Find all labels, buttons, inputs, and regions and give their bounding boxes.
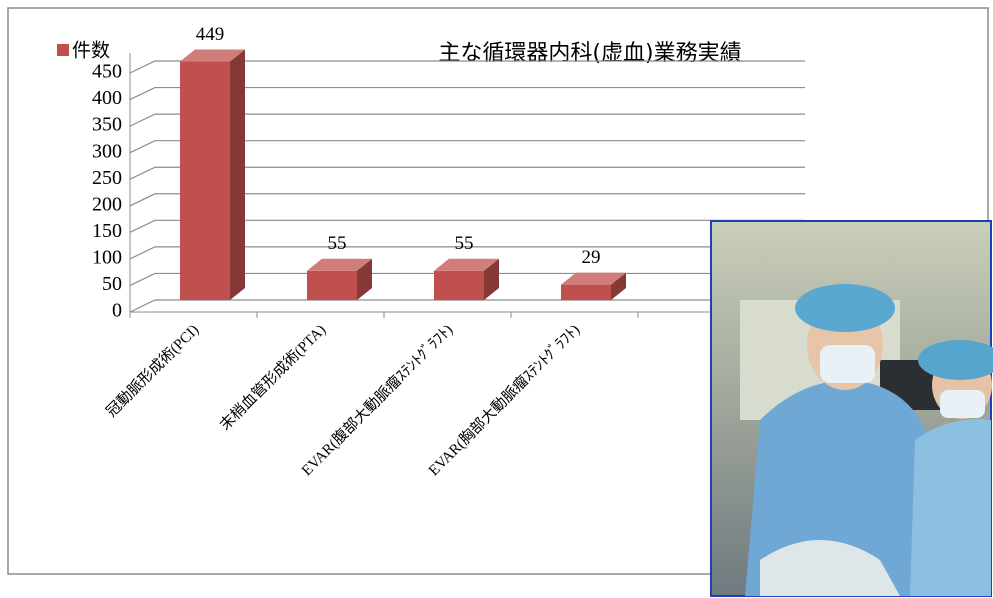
photo-cap: [795, 284, 895, 332]
y-tick-label: 450: [92, 61, 122, 83]
grid-line: [129, 246, 805, 260]
photo-gown: [745, 380, 950, 596]
bar: [434, 258, 499, 300]
grid-line: [129, 219, 805, 233]
legend-swatch: [57, 44, 69, 56]
bar-top: [180, 49, 245, 62]
y-tick-label: 350: [92, 114, 122, 136]
bar-side: [484, 258, 499, 300]
bar-top: [307, 258, 372, 271]
y-tick-label: 50: [102, 273, 122, 295]
legend-label: 件数: [72, 40, 110, 62]
bar-top: [561, 272, 626, 285]
y-tick-label: 0: [112, 300, 122, 322]
bar-front: [561, 284, 611, 300]
y-tick-label: 200: [92, 193, 122, 215]
grid-line: [129, 113, 805, 127]
bar: [180, 49, 245, 300]
bar-side: [230, 49, 245, 300]
bar-front: [434, 270, 484, 300]
bar: [561, 272, 626, 300]
value-label: 55: [328, 233, 347, 254]
value-label: 449: [196, 24, 225, 45]
photo-mask: [820, 345, 875, 383]
photo-cap-2: [918, 340, 993, 380]
grid-line: [129, 193, 805, 207]
y-tick-label: 300: [92, 140, 122, 162]
value-label: 55: [455, 233, 474, 254]
y-tick-label: 150: [92, 220, 122, 242]
grid-line: [129, 140, 805, 154]
grid-line: [129, 86, 805, 101]
value-label: 29: [582, 247, 601, 268]
bar-side: [611, 272, 626, 300]
photo-gown-2: [910, 419, 991, 596]
bar-front: [180, 61, 230, 300]
y-tick-label: 250: [92, 167, 122, 189]
bar-front: [307, 270, 357, 300]
chart-title: 主な循環器内科(虚血)業務実績: [438, 41, 741, 66]
bar-side: [357, 258, 372, 300]
y-tick-label: 100: [92, 246, 122, 268]
photo-mask-2: [940, 390, 985, 418]
photo: [710, 220, 993, 597]
photo-drape: [760, 540, 900, 596]
bar: [307, 258, 372, 300]
y-tick-label: 400: [92, 87, 122, 109]
bar-top: [434, 258, 499, 271]
grid-line: [129, 60, 805, 74]
grid-line: [129, 166, 805, 180]
